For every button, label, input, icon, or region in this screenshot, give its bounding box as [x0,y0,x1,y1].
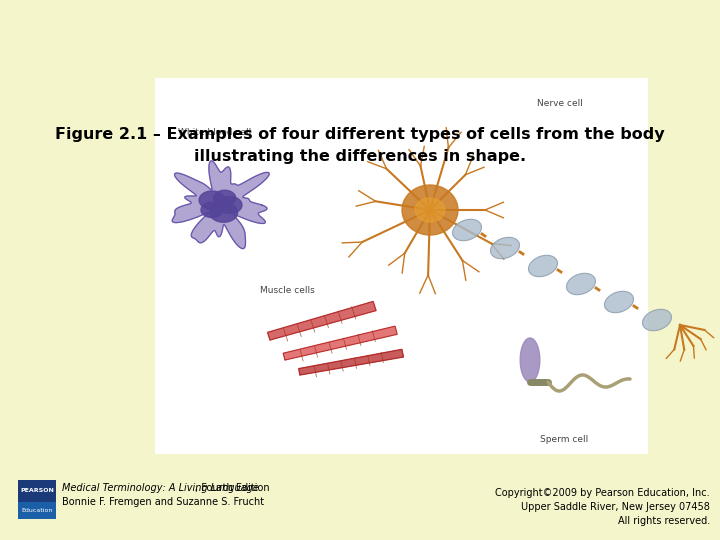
Text: Nerve cell: Nerve cell [537,99,583,108]
Text: Bonnie F. Fremgen and Suzanne S. Frucht: Bonnie F. Fremgen and Suzanne S. Frucht [62,497,264,507]
Text: White blood cell: White blood cell [179,128,251,137]
Text: Medical Terminology: A Living Language: Medical Terminology: A Living Language [62,483,259,493]
Polygon shape [521,338,540,382]
Polygon shape [268,301,376,340]
Text: Muscle cells: Muscle cells [260,286,315,295]
Ellipse shape [452,219,482,241]
Polygon shape [299,349,403,375]
Text: PEARSON: PEARSON [20,489,54,494]
Text: Sperm cell: Sperm cell [540,435,588,444]
Polygon shape [199,191,225,209]
Text: Copyright©2009 by Pearson Education, Inc.
Upper Saddle River, New Jersey 07458
A: Copyright©2009 by Pearson Education, Inc… [495,488,710,526]
Polygon shape [218,197,242,213]
Polygon shape [402,185,458,235]
Ellipse shape [642,309,672,330]
Text: , Fourth Edition: , Fourth Edition [195,483,269,493]
Text: Education: Education [22,508,53,512]
Bar [18,502,56,519]
Polygon shape [214,190,235,206]
Ellipse shape [528,255,557,276]
Bar [155,78,648,454]
Polygon shape [210,202,238,222]
Ellipse shape [490,237,520,259]
Ellipse shape [605,291,634,313]
Text: Figure 2.1 – Examples of four different types of cells from the body
illustratin: Figure 2.1 – Examples of four different … [55,127,665,164]
Polygon shape [172,161,269,248]
Bar [18,480,56,502]
Polygon shape [201,202,223,218]
Polygon shape [415,198,445,222]
Polygon shape [283,326,397,360]
Ellipse shape [567,273,595,295]
